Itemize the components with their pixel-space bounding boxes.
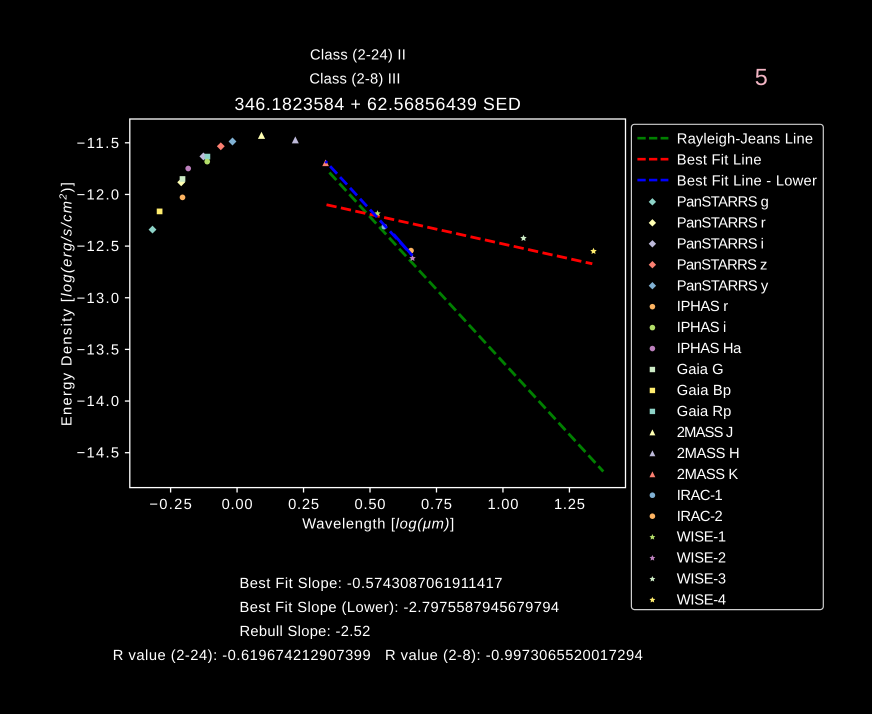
svg-text:2MASS K: 2MASS K xyxy=(677,467,739,483)
svg-text:IPHAS r: IPHAS r xyxy=(677,299,728,315)
svg-text:−11.5: −11.5 xyxy=(77,136,120,152)
svg-text:−14.5: −14.5 xyxy=(77,446,120,462)
svg-text:Best Fit Line - Lower: Best Fit Line - Lower xyxy=(677,174,817,190)
svg-text:0.50: 0.50 xyxy=(355,497,386,513)
svg-text:PanSTARRS r: PanSTARRS r xyxy=(677,215,766,231)
svg-text:1.00: 1.00 xyxy=(488,497,519,513)
svg-text:−14.0: −14.0 xyxy=(77,394,120,410)
svg-text:Energy Density [log(erg/s/cm2): Energy Density [log(erg/s/cm2)] xyxy=(58,182,75,426)
svg-text:−13.0: −13.0 xyxy=(77,291,120,307)
svg-text:PanSTARRS i: PanSTARRS i xyxy=(677,236,764,252)
svg-text:0.25: 0.25 xyxy=(288,497,319,513)
svg-text:−12.0: −12.0 xyxy=(77,187,120,203)
svg-text:Gaia G: Gaia G xyxy=(677,362,724,378)
svg-text:WISE-4: WISE-4 xyxy=(677,593,726,609)
svg-text:Best Fit Slope (Lower): -2.797: Best Fit Slope (Lower): -2.7975587945679… xyxy=(240,600,560,616)
svg-text:IRAC-1: IRAC-1 xyxy=(677,488,723,504)
svg-text:PanSTARRS y: PanSTARRS y xyxy=(677,278,769,294)
svg-text:2MASS J: 2MASS J xyxy=(677,425,733,441)
svg-text:Best Fit Slope: -0.57430870619: Best Fit Slope: -0.5743087061911417 xyxy=(240,576,503,592)
svg-text:PanSTARRS g: PanSTARRS g xyxy=(677,194,769,210)
svg-text:WISE-3: WISE-3 xyxy=(677,572,726,588)
svg-text:2MASS H: 2MASS H xyxy=(677,446,740,462)
svg-text:WISE-1: WISE-1 xyxy=(677,530,726,546)
svg-text:IRAC-2: IRAC-2 xyxy=(677,509,723,525)
svg-text:IPHAS i: IPHAS i xyxy=(677,320,727,336)
svg-text:−0.25: −0.25 xyxy=(149,497,192,513)
svg-text:PanSTARRS z: PanSTARRS z xyxy=(677,257,768,273)
svg-text:WISE-2: WISE-2 xyxy=(677,551,726,567)
svg-text:Best Fit Line: Best Fit Line xyxy=(677,153,762,169)
svg-text:1.25: 1.25 xyxy=(554,497,585,513)
svg-text:−12.5: −12.5 xyxy=(77,239,120,255)
svg-text:Class (2-8) III: Class (2-8) III xyxy=(309,72,400,88)
svg-text:Class (2-24) II: Class (2-24) II xyxy=(310,48,406,64)
svg-text:R value (2-24): -0.61967421290: R value (2-24): -0.619674212907399 R val… xyxy=(113,648,643,664)
svg-text:−13.5: −13.5 xyxy=(77,342,120,358)
svg-text:IPHAS Ha: IPHAS Ha xyxy=(677,341,742,357)
svg-text:0.75: 0.75 xyxy=(421,497,452,513)
svg-text:Rebull Slope: -2.52: Rebull Slope: -2.52 xyxy=(240,624,371,640)
svg-text:Wavelength [log(μm)]: Wavelength [log(μm)] xyxy=(302,516,454,532)
svg-text:Gaia Bp: Gaia Bp xyxy=(677,383,731,399)
svg-text:Gaia Rp: Gaia Rp xyxy=(677,404,732,420)
svg-text:5: 5 xyxy=(755,64,768,90)
svg-text:0.00: 0.00 xyxy=(222,497,253,513)
svg-text:346.1823584 + 62.56856439 SED: 346.1823584 + 62.56856439 SED xyxy=(234,94,520,114)
svg-text:Rayleigh-Jeans Line: Rayleigh-Jeans Line xyxy=(677,132,813,148)
